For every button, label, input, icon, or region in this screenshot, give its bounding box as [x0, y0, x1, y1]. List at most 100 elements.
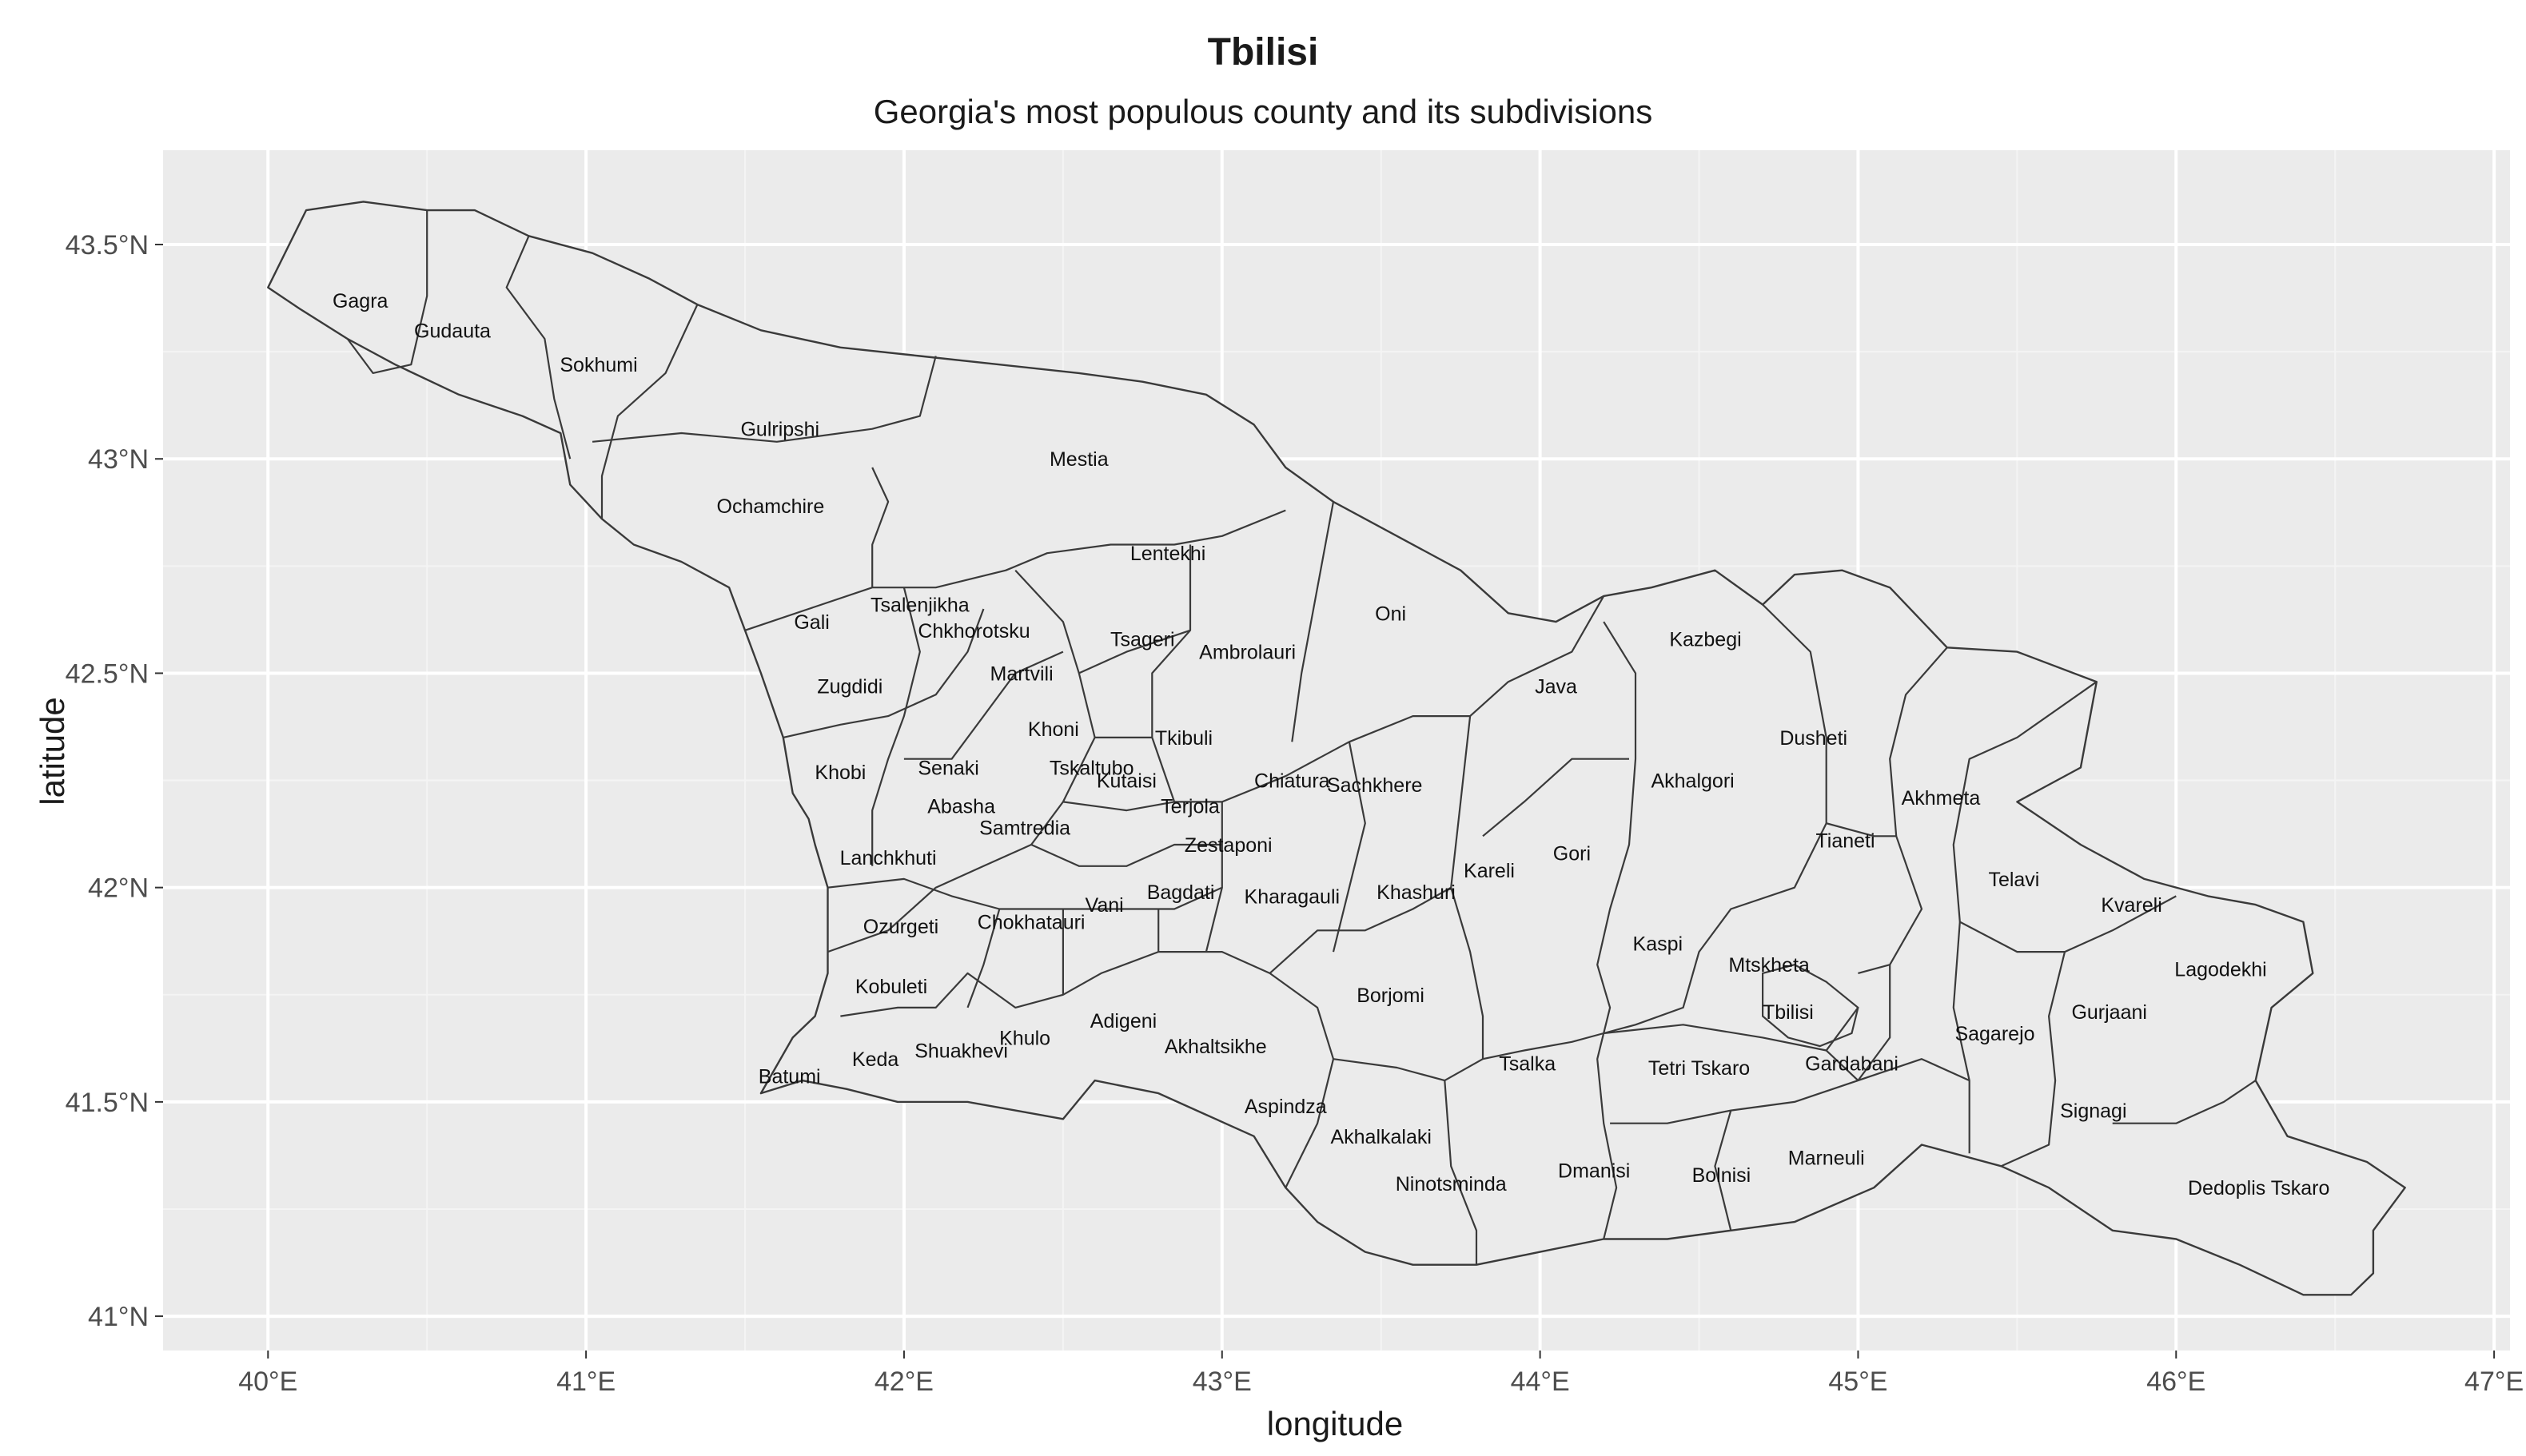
district-label-bolnisi: Bolnisi: [1692, 1164, 1751, 1187]
x-tick-label: 42°E: [875, 1366, 934, 1397]
district-boundary: [783, 608, 985, 738]
district-boundary: [871, 587, 921, 866]
district-boundary: [1291, 501, 1335, 742]
district-boundary: [840, 951, 1335, 1188]
district-label-akhmeta: Akhmeta: [1902, 787, 1981, 810]
district-boundary: [1078, 629, 1191, 674]
x-tick-label: 40°E: [238, 1366, 297, 1397]
district-boundary: [744, 509, 1286, 631]
district-boundary: [827, 877, 1223, 910]
district-boundary: [1269, 886, 1452, 974]
district-label-ninotsminda: Ninotsminda: [1396, 1173, 1507, 1195]
district-label-samtredia: Samtredia: [979, 818, 1070, 840]
district-label-tkibuli: Tkibuli: [1155, 727, 1213, 750]
district-boundary: [600, 304, 699, 519]
district-boundary: [827, 569, 1096, 953]
district-label-oni: Oni: [1375, 603, 1406, 625]
district-label-sachkhere: Sachkhere: [1327, 774, 1423, 797]
district-label-ozurgeti: Ozurgeti: [863, 916, 938, 938]
district-label-lagodekhi: Lagodekhi: [2174, 959, 2266, 981]
district-boundary: [1857, 965, 1891, 1081]
district-label-ambrolauri: Ambrolauri: [1199, 642, 1296, 664]
district-label-mestia: Mestia: [1050, 448, 1109, 471]
y-axis-ticks: 41°N 41.5°N 42°N 42.5°N 43°N 43.5°N: [66, 230, 163, 1332]
district-label-mtskheta: Mtskheta: [1728, 954, 1810, 977]
district-label-abasha: Abasha: [927, 796, 995, 818]
district-boundary: [1825, 1049, 1859, 1081]
x-axis-title: longitude: [1266, 1405, 1404, 1442]
district-label-khoni: Khoni: [1028, 718, 1079, 741]
district-label-aspindza: Aspindza: [1245, 1096, 1327, 1118]
district-label-tskaltubo: Tskaltubo: [1050, 758, 1134, 780]
district-boundary: [346, 210, 428, 374]
district-boundary: [1603, 603, 1827, 1035]
district-label-lentekhi: Lentekhi: [1130, 543, 1206, 565]
district-label-kutaisi: Kutaisi: [1097, 770, 1157, 793]
district-label-signagi: Signagi: [2060, 1100, 2126, 1123]
district-boundary: [2112, 1080, 2257, 1124]
district-label-khobi: Khobi: [815, 762, 866, 784]
district-boundary: [1062, 801, 1175, 812]
district-label-khulo: Khulo: [999, 1027, 1050, 1049]
y-tick-label: 42°N: [88, 873, 149, 904]
district-label-borjomi: Borjomi: [1357, 985, 1424, 1007]
district-label-sagarejo: Sagarejo: [1954, 1023, 2034, 1045]
district-label-kareli: Kareli: [1464, 860, 1515, 882]
district-label-gurjaani: Gurjaani: [2071, 1001, 2147, 1024]
district-label-chkhorotsku: Chkhorotsku: [918, 620, 1030, 642]
district-boundary: [1450, 715, 1484, 1060]
district-label-tsalenjikha: Tsalenjikha: [871, 595, 970, 617]
district-label-bagdati: Bagdati: [1147, 881, 1215, 904]
x-axis-ticks: 40°E 41°E 42°E 43°E 44°E 45°E 46°E 47°E: [238, 1351, 2524, 1397]
x-tick-label: 41°E: [556, 1366, 616, 1397]
district-label-terjola: Terjola: [1161, 796, 1220, 818]
district-boundary: [903, 650, 1064, 760]
x-tick-label: 43°E: [1193, 1366, 1252, 1397]
district-label-akhalgori: Akhalgori: [1651, 770, 1734, 793]
district-boundary: [1482, 758, 1629, 837]
x-tick-label: 45°E: [1828, 1366, 1887, 1397]
y-tick-label: 43°N: [88, 444, 149, 475]
district-label-gali: Gali: [794, 611, 829, 634]
x-tick-label: 47°E: [2464, 1366, 2524, 1397]
district-boundary: [1604, 1007, 1859, 1052]
district-boundary: [1610, 1058, 1970, 1124]
district-label-kaspi: Kaspi: [1633, 933, 1683, 955]
district-label-shuakhevi: Shuakhevi: [914, 1040, 1008, 1063]
district-labels: Gagra Gudauta Sokhumi Gulripshi Mestia Ochamc…: [333, 290, 2329, 1199]
district-label-kazbegi: Kazbegi: [1669, 629, 1741, 651]
district-label-martvili: Martvili: [990, 662, 1054, 685]
district-label-dedoplis-tskaro: Dedoplis Tskaro: [2188, 1177, 2329, 1199]
district-label-lanchkhuti: Lanchkhuti: [840, 847, 937, 869]
y-tick-label: 41°N: [88, 1302, 149, 1332]
y-tick-label: 42.5°N: [66, 658, 149, 689]
district-label-sokhumi: Sokhumi: [560, 354, 637, 376]
district-label-keda: Keda: [852, 1048, 898, 1071]
district-boundary: [2001, 951, 2066, 1168]
district-label-java: Java: [1535, 676, 1577, 698]
y-axis-title: latitude: [34, 697, 71, 806]
district-label-chiatura: Chiatura: [1254, 770, 1330, 793]
district-label-gagra: Gagra: [333, 290, 388, 312]
district-label-kobuleti: Kobuleti: [855, 976, 927, 998]
district-label-zugdidi: Zugdidi: [817, 676, 883, 698]
district-boundary: [1826, 822, 1897, 837]
district-label-ochamchire: Ochamchire: [717, 495, 825, 518]
district-label-gulripshi: Gulripshi: [740, 419, 819, 441]
district-label-telavi: Telavi: [1988, 869, 2039, 891]
district-label-vani: Vani: [1086, 894, 1124, 917]
district-boundary: [1030, 843, 1222, 867]
tbilisi-boundary: [1762, 964, 1859, 1048]
district-label-tsalka: Tsalka: [1499, 1053, 1556, 1076]
district-boundary: [871, 467, 890, 588]
district-label-senaki: Senaki: [918, 758, 978, 780]
district-boundary: [505, 235, 572, 459]
district-boundary: [1444, 1080, 1478, 1265]
district-label-gudauta: Gudauta: [414, 320, 491, 342]
district-label-tianeti: Tianeti: [1815, 830, 1875, 853]
x-tick-label: 44°E: [1511, 1366, 1570, 1397]
district-label-tsageri: Tsageri: [1110, 629, 1175, 651]
district-label-khashuri: Khashuri: [1377, 881, 1456, 904]
